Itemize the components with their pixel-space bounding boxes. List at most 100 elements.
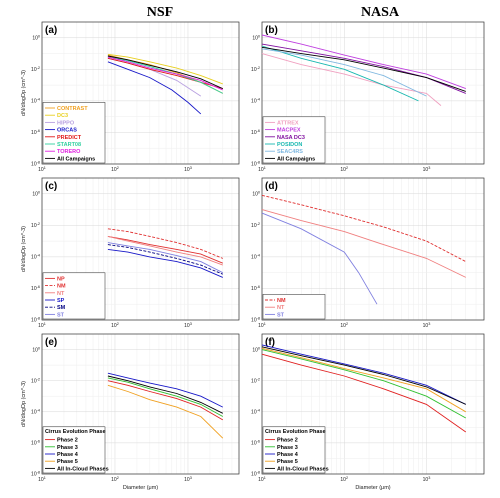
y-tick-label: 10-6 [31, 440, 40, 447]
x-tick-label: 101 [38, 322, 46, 329]
legend-entry: SM [57, 305, 66, 311]
chart-panel-c: 101 102 103 100 10-2 10-4 10-6 10-8 dN/dlogDp (c… [21, 177, 240, 329]
panel-label: (c) [45, 181, 57, 192]
x-tick-label: 102 [340, 476, 348, 483]
y-tick-label: 10-8 [31, 161, 40, 168]
series-line-start08 [107, 56, 224, 94]
axes-frame [41, 21, 240, 165]
legend-box [262, 426, 326, 474]
legend-entry: SEAC4RS [277, 149, 303, 155]
column-title-nsf: NSF [147, 5, 173, 20]
chart-panel-a: 101 102 103 100 10-2 10-4 10-6 10-8 dN/dlogDp (c… [21, 21, 240, 173]
y-tick-label: 10-2 [251, 222, 260, 229]
panel-label: (a) [45, 25, 57, 36]
legend-entry: All Campaigns [57, 156, 95, 162]
y-tick-label: 10-4 [251, 408, 260, 415]
legend-entry: All Campaigns [277, 156, 315, 162]
y-tick-label: 10-4 [251, 98, 260, 105]
x-tick-label: 102 [111, 322, 119, 329]
legend-entry: PREDICT [57, 135, 82, 141]
series-line-st [261, 212, 378, 305]
legend-box [42, 102, 106, 164]
y-axis-label: dN/dlogDp (cm^-3) [21, 70, 27, 116]
x-tick-label: 103 [184, 322, 192, 329]
y-tick-label: 10-2 [251, 377, 260, 384]
chart-panel-b: 101 102 103 100 10-2 10-4 10-6 10-8 (b) ATTREX MAC… [251, 21, 485, 173]
series-line-all-in-cloud-phases [261, 346, 466, 405]
series-line-sp [107, 248, 223, 278]
legend-entry: Phase 3 [277, 445, 298, 451]
x-tick-label: 101 [258, 476, 266, 483]
legend-entry: NP [57, 276, 65, 282]
y-tick-label: 10-4 [31, 98, 40, 105]
panel-label: (e) [45, 337, 57, 348]
chart-panel-e: 101 102 103 100 10-2 10-4 10-6 10-8 dN/dlogDp (c… [21, 333, 240, 491]
panel-label: (d) [265, 181, 278, 192]
y-tick-label: 100 [252, 346, 260, 353]
series-line-predict [107, 57, 223, 90]
series-line-phase-4 [261, 344, 466, 405]
axes-frame [41, 333, 240, 475]
series-line-phase-3 [261, 349, 467, 419]
legend-entry: MACPEX [277, 128, 301, 134]
chart-panel-f: 101 102 103 100 10-2 10-4 10-6 10-8 Diameter (μm… [251, 333, 485, 491]
series-line-phase-2 [261, 353, 467, 433]
legend-box [262, 116, 326, 164]
y-tick-label: 10-4 [31, 408, 40, 415]
series-line-attrex [261, 53, 442, 106]
y-tick-label: 10-4 [31, 254, 40, 261]
legend-entry: Phase 2 [57, 438, 78, 444]
y-tick-label: 100 [252, 190, 260, 197]
legend-entry: ORCAS [57, 128, 77, 134]
legend-entry: NASA DC3 [277, 135, 305, 141]
legend-entry: START08 [57, 142, 81, 148]
legend-box [42, 272, 106, 320]
series-line-torero [107, 56, 223, 91]
legend-title: Cirrus Evolution Phase [45, 429, 106, 435]
y-tick-label: 10-8 [251, 471, 260, 478]
series-line-posidon [261, 45, 419, 102]
x-tick-label: 103 [184, 476, 192, 483]
panel-label: (f) [265, 337, 275, 348]
series-line-sm [107, 244, 223, 275]
legend-title: Cirrus Evolution Phase [265, 429, 326, 435]
legend-entry: NM [277, 298, 286, 304]
x-tick-label: 102 [340, 166, 348, 173]
y-tick-label: 100 [32, 190, 40, 197]
legend-entry: Phase 5 [277, 459, 298, 465]
y-tick-label: 10-8 [251, 317, 260, 324]
y-tick-label: 10-2 [31, 222, 40, 229]
y-tick-label: 10-6 [251, 440, 260, 447]
y-tick-label: 10-2 [251, 66, 260, 73]
x-axis-label: Diameter (μm) [123, 485, 158, 491]
legend-entry: Phase 4 [57, 452, 79, 458]
legend-entry: All In-Cloud Phases [277, 466, 329, 472]
legend-box [262, 294, 326, 320]
legend-entry: Phase 3 [57, 445, 78, 451]
legend-entry: DC3 [57, 113, 68, 119]
series-line-all-campaigns [107, 55, 223, 90]
y-tick-label: 10-4 [251, 254, 260, 261]
series-line-nm [107, 228, 223, 259]
x-tick-label: 101 [258, 322, 266, 329]
x-tick-label: 103 [423, 322, 431, 329]
legend-entry: ST [277, 312, 285, 318]
x-tick-label: 103 [423, 166, 431, 173]
y-tick-label: 100 [32, 346, 40, 353]
series-line-macpex [261, 34, 466, 90]
panel-label: (b) [265, 25, 278, 36]
y-tick-label: 10-2 [31, 377, 40, 384]
series-line-dc3 [107, 53, 223, 85]
series-line-nm [261, 194, 467, 262]
legend-entry: Phase 4 [277, 452, 299, 458]
series-line-seac4rs [261, 48, 427, 97]
y-tick-label: 10-6 [251, 285, 260, 292]
legend-box [42, 426, 106, 474]
series-line-nt [107, 235, 223, 266]
series-line-orcas [107, 61, 202, 115]
